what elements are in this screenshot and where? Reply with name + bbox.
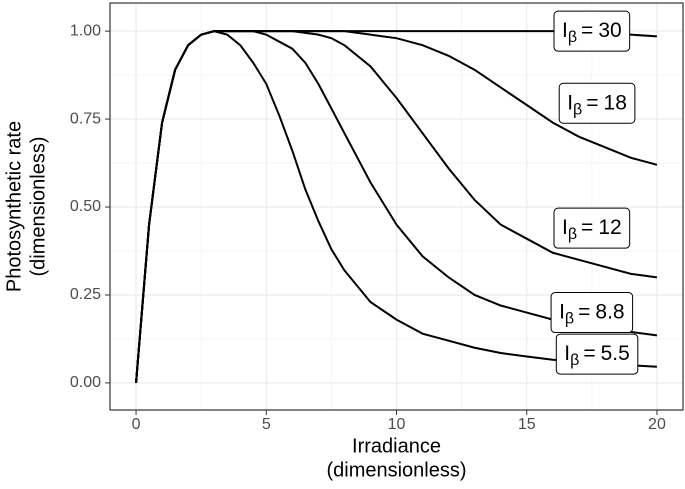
- label-box: [553, 207, 631, 249]
- label-equals: =: [581, 19, 593, 42]
- label-value: 18: [604, 91, 627, 114]
- y-tick-label: 0.25: [70, 286, 101, 303]
- y-axis-title: Photosynthetic rate: [3, 121, 25, 292]
- panel-border: [109, 2, 684, 411]
- label-symbol: I: [562, 216, 568, 239]
- label-subscript: β: [570, 352, 579, 369]
- x-tick-label: 10: [388, 416, 406, 433]
- x-tick-label: 15: [518, 416, 536, 433]
- label-text: Iβ = 30: [562, 19, 622, 47]
- label-equals: =: [583, 342, 595, 365]
- label-text: Iβ = 8.8: [559, 300, 625, 328]
- label-text: Iβ = 5.5: [564, 342, 630, 370]
- x-axis-title: (dimensionless): [326, 459, 466, 481]
- y-tick-label: 0.00: [70, 374, 101, 391]
- label-value: 5.5: [601, 342, 630, 365]
- label-value: 8.8: [595, 300, 624, 323]
- curve-label: Iβ = 18: [558, 82, 636, 124]
- label-subscript: β: [568, 29, 577, 46]
- label-symbol: I: [567, 91, 573, 114]
- label-subscript: β: [573, 101, 582, 118]
- line: [135, 30, 658, 383]
- x-tick-label: 0: [132, 416, 141, 433]
- label-symbol: I: [562, 19, 568, 42]
- label-text: Iβ = 18: [567, 91, 627, 119]
- label-text: Iβ = 12: [562, 216, 622, 244]
- label-equals: =: [578, 300, 590, 323]
- y-tick-label: 0.75: [70, 110, 101, 127]
- label-value: 30: [598, 19, 621, 42]
- y-tick-label: 0.50: [70, 198, 101, 215]
- label-value: 12: [598, 216, 621, 239]
- label-symbol: I: [564, 342, 570, 365]
- x-tick-label: 20: [648, 416, 666, 433]
- x-tick-label: 5: [262, 416, 271, 433]
- curve-label: Iβ = 12: [553, 207, 631, 249]
- y-axis-title: (dimensionless): [27, 136, 49, 276]
- curve-label: Iβ = 5.5: [555, 333, 639, 375]
- curve-label: Iβ = 30: [553, 10, 631, 52]
- label-box: [550, 292, 634, 334]
- label-subscript: β: [565, 311, 574, 328]
- label-box: [558, 82, 636, 124]
- label-symbol: I: [559, 300, 565, 323]
- label-box: [555, 333, 639, 375]
- label-equals: =: [586, 91, 598, 114]
- label-box: [553, 10, 631, 52]
- y-tick-label: 1.00: [70, 22, 101, 39]
- label-equals: =: [581, 216, 593, 239]
- x-axis-title: Irradiance: [352, 435, 441, 457]
- label-subscript: β: [568, 226, 577, 243]
- curve-label: Iβ = 8.8: [550, 292, 634, 334]
